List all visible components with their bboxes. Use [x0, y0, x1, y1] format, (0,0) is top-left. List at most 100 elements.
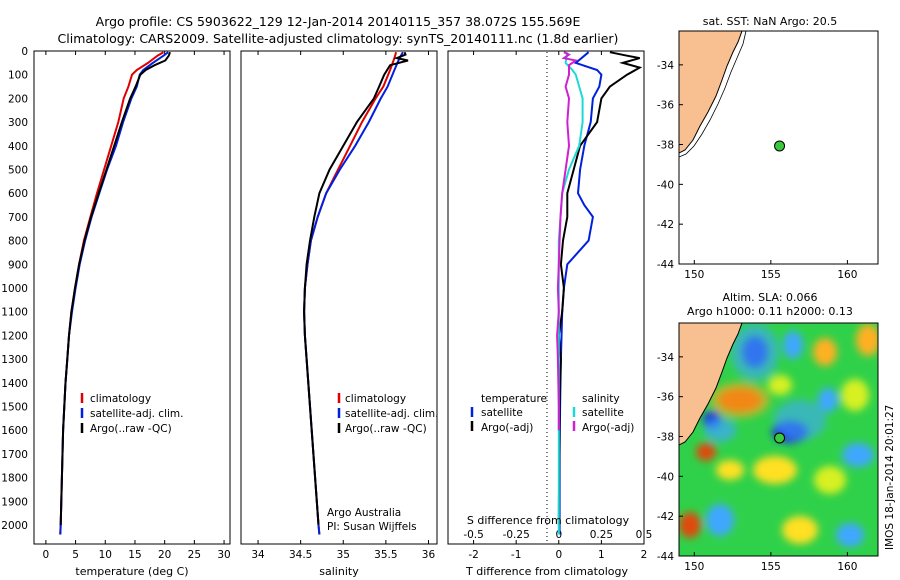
x-tick-label: 36: [422, 549, 436, 561]
sla-blob: [753, 456, 797, 484]
x-tick-label: 34.5: [289, 549, 312, 561]
temperature-panel: 0 5 10 15 20 25 30 temperature (deg C) climato…: [33, 50, 231, 578]
temperature-x-ticks: 0 5 10 15 20 25 30: [43, 51, 231, 561]
sla-blob: [836, 523, 864, 547]
sst-map-panel: sat. SST: NaN Argo: 20.5 150 155 160 -34 -36…: [657, 15, 879, 281]
sla-blob: [818, 388, 838, 412]
land-australia: [679, 31, 743, 154]
depth-tick-label: 900: [8, 259, 28, 271]
depth-tick-label: 1300: [1, 354, 28, 366]
sst-map-content: [679, 31, 747, 158]
map-y-tick-label: -40: [657, 471, 674, 483]
depth-tick-label: 1900: [1, 496, 28, 508]
map-x-tick-label: 155: [761, 269, 781, 281]
depth-tick-label: 500: [8, 165, 28, 177]
sla-blob: [731, 324, 779, 380]
map-y-tick-label: -42: [657, 219, 674, 231]
series-line-argoadj: [557, 51, 643, 526]
map-x-tick-label: 160: [837, 561, 857, 573]
sla-blob: [716, 460, 744, 480]
depth-tick-label: 1500: [1, 402, 28, 414]
series-line-argorawqc: [303, 51, 409, 526]
sla-blob: [841, 379, 869, 411]
legend-argo-label: Argo(..raw -QC): [345, 423, 427, 435]
map-y-tick-label: -38: [657, 432, 674, 444]
salinity-series: [303, 51, 409, 535]
sst-map-title: sat. SST: NaN Argo: 20.5: [703, 15, 837, 28]
argo-position-marker: [774, 140, 786, 152]
difference-plot-frame: [447, 50, 645, 545]
x-tick-label: 35: [337, 549, 350, 561]
map-x-tick-label: 160: [837, 269, 857, 281]
sla-blob: [774, 400, 826, 440]
legend-climatology-label: climatology: [345, 393, 406, 405]
imos-timestamp: IMOS 18-Jan-2014 20:01:27: [884, 405, 896, 550]
x-tick-label: 35.5: [374, 549, 397, 561]
map-y-tick-label: -34: [657, 352, 674, 364]
map-y-tick-label: -40: [657, 179, 674, 191]
temperature-x-label: temperature (deg C): [75, 565, 188, 578]
argo-position-marker: [774, 432, 786, 444]
legend-t-argo-label: Argo(-adj): [481, 422, 533, 434]
legend-s-argo-label: Argo(-adj): [582, 422, 634, 434]
land-australia: [679, 323, 743, 446]
x-tick-label: 20: [158, 549, 171, 561]
map-x-tick-label: 150: [684, 561, 704, 573]
x-tick-label: 0: [555, 549, 562, 561]
sla-anomaly-blobs: [679, 324, 878, 547]
series-line-argoadj: [556, 51, 579, 431]
salinity-legend: climatology satellite-adj. clim. Argo(..…: [337, 393, 438, 435]
salinity-x-ticks: 34 34.5 35 35.5 36: [251, 51, 435, 561]
x-tick-label: 30: [217, 549, 230, 561]
legend-satellite-label: satellite-adj. clim.: [90, 408, 183, 420]
depth-tick-label: 0: [21, 46, 28, 58]
x-top-tick-label: 0.25: [590, 529, 613, 541]
sla-map-ticks: 150 155 160 -34 -36 -38 -40 -42 -44: [657, 352, 858, 573]
legend-argo-label: Argo(..raw -QC): [90, 423, 172, 435]
depth-tick-label: 1200: [1, 330, 28, 342]
x-tick-label: 25: [188, 549, 201, 561]
map-y-tick-label: -36: [657, 392, 674, 404]
depth-tick-label: 1400: [1, 378, 28, 390]
depth-tick-label: 800: [8, 236, 28, 248]
legend-climatology-label: climatology: [90, 393, 151, 405]
temperature-series: [59, 51, 171, 535]
legend-t-satellite-label: satellite: [481, 407, 523, 419]
map-x-tick-label: 150: [684, 269, 704, 281]
map-x-tick-label: 155: [761, 561, 781, 573]
depth-tick-label: 1600: [1, 425, 28, 437]
sla-map-title-line1: Altim. SLA: 0.066: [722, 291, 817, 304]
x-top-tick-label: 0: [555, 529, 562, 541]
x-tick-label: 1: [598, 549, 605, 561]
x-top-tick-label: -0.5: [463, 529, 484, 541]
figure-title-line1: Argo profile: CS 5903622_129 12-Jan-2014…: [96, 14, 581, 29]
sla-blob: [856, 324, 878, 356]
depth-tick-label: 700: [8, 212, 28, 224]
x-tick-label: -1: [511, 549, 521, 561]
difference-x-label: T difference from climatology: [465, 565, 628, 578]
x-tick-label: 34: [251, 549, 265, 561]
sla-blob: [842, 443, 874, 467]
sla-blob: [704, 418, 736, 442]
figure-title-line2: Climatology: CARS2009. Satellite-adjuste…: [58, 31, 619, 46]
legend-satellite-label: satellite-adj. clim.: [345, 408, 438, 420]
sla-blob: [679, 512, 701, 538]
map-y-tick-label: -34: [657, 60, 674, 72]
legend-salinity-header: salinity: [582, 393, 620, 405]
depth-tick-label: 100: [8, 70, 28, 82]
sla-blob: [783, 331, 803, 359]
legend-temperature-header: temperature: [481, 393, 547, 405]
argo-australia-annotation: Argo Australia: [327, 507, 401, 519]
sla-map-frame: [678, 322, 879, 557]
depth-tick-label: 400: [8, 141, 28, 153]
depth-tick-label: 2000: [1, 520, 28, 532]
x-tick-label: 5: [72, 549, 79, 561]
salinity-plot-frame: [240, 50, 438, 545]
x-tick-label: -2: [468, 549, 478, 561]
sla-blob: [782, 516, 818, 544]
map-y-tick-label: -44: [657, 551, 674, 563]
depth-tick-label: 1700: [1, 449, 28, 461]
map-y-tick-label: -44: [657, 259, 674, 271]
temperature-plot-frame: [33, 50, 231, 545]
depth-tick-label: 200: [8, 93, 28, 105]
